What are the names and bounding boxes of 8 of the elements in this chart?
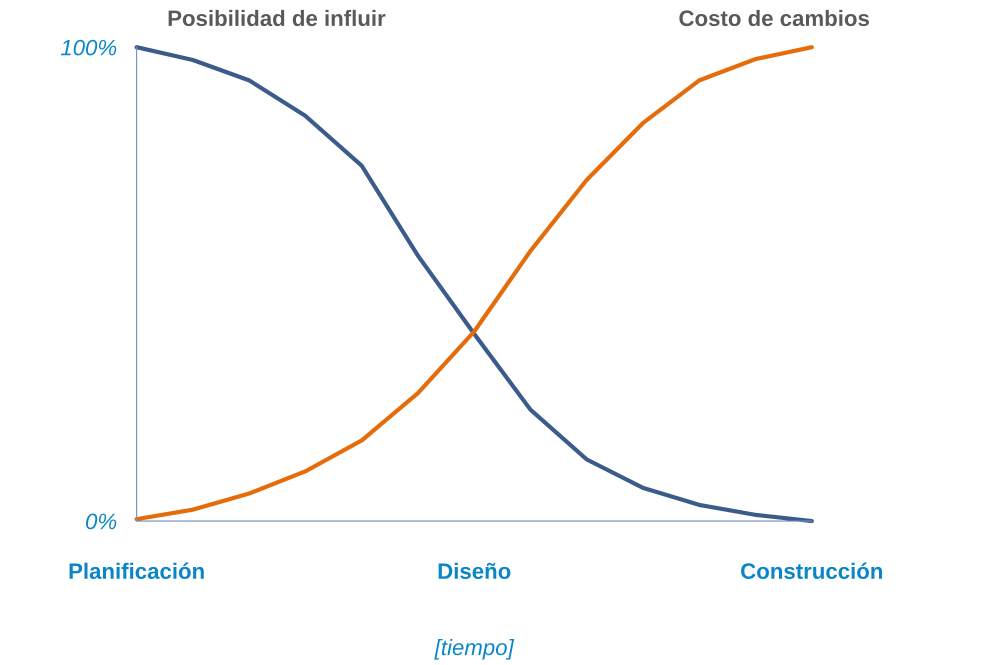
y-tick-label: 100% <box>60 40 116 56</box>
x-tick-label: Diseño <box>438 562 510 580</box>
x-tick-label: Planificación <box>70 562 204 580</box>
series-label: Costo de cambios <box>679 10 869 26</box>
y-tick-label: 0% <box>86 514 116 530</box>
series-label: Posibilidad de influir <box>168 10 386 26</box>
x-axis-title: [tiempo] <box>434 638 514 660</box>
x-tick-label: Construcción <box>741 562 882 580</box>
